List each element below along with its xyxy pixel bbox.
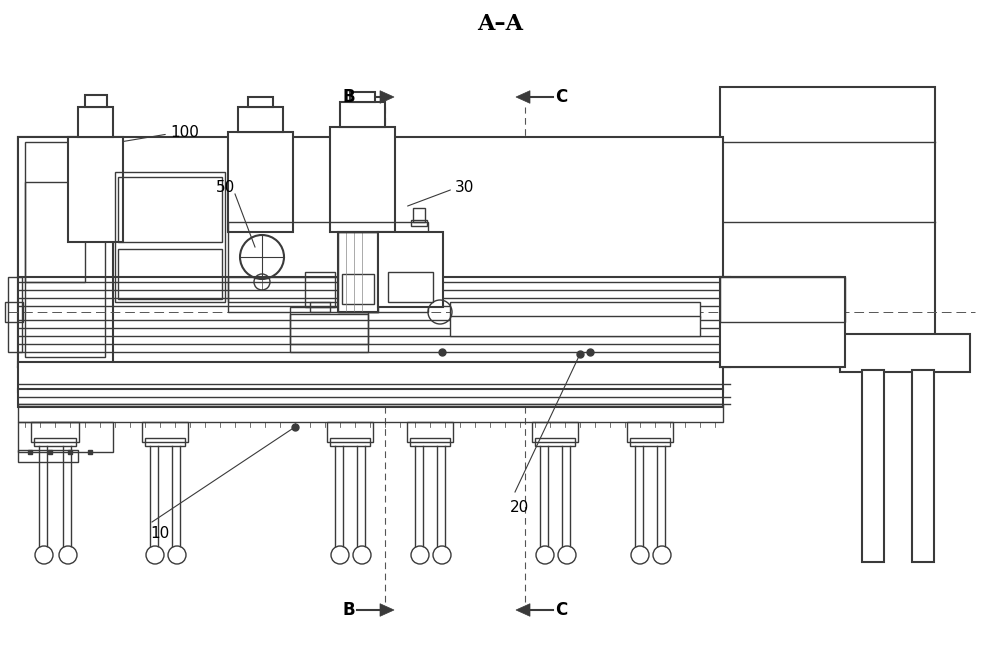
Bar	[228, 277, 428, 302]
Bar	[68, 137, 123, 242]
Bar	[290, 314, 368, 344]
Bar	[450, 302, 700, 318]
Bar	[388, 272, 433, 302]
Polygon shape	[380, 91, 394, 103]
Bar	[18, 362, 723, 392]
Bar	[350, 92, 375, 102]
Bar	[342, 274, 374, 304]
Bar	[627, 422, 673, 442]
Text: C: C	[555, 601, 567, 619]
Bar	[18, 422, 113, 452]
Bar	[85, 95, 107, 107]
Polygon shape	[516, 91, 530, 103]
Bar	[840, 334, 970, 372]
Bar	[411, 220, 427, 226]
Bar	[413, 208, 425, 222]
Bar	[407, 422, 453, 442]
Bar	[31, 422, 79, 442]
Polygon shape	[516, 604, 530, 616]
Text: 50: 50	[215, 179, 235, 195]
Bar	[18, 450, 78, 462]
Bar	[330, 438, 370, 446]
Text: 30: 30	[455, 179, 474, 195]
Bar	[378, 232, 443, 307]
Bar	[535, 438, 575, 446]
Bar	[228, 222, 428, 312]
Bar	[338, 232, 378, 312]
Bar	[290, 307, 368, 352]
Bar	[238, 107, 283, 132]
Bar	[8, 277, 22, 352]
Bar	[18, 137, 113, 367]
Text: 20: 20	[510, 500, 529, 514]
Bar	[330, 127, 395, 232]
Bar	[78, 107, 113, 137]
Bar	[228, 132, 293, 232]
Bar	[25, 142, 105, 357]
Bar	[305, 272, 335, 307]
Bar	[630, 438, 670, 446]
Bar	[18, 137, 723, 367]
Bar	[25, 182, 85, 282]
Bar	[18, 389, 723, 407]
Bar	[34, 438, 76, 446]
Bar	[5, 302, 23, 322]
Bar	[862, 370, 884, 562]
Bar	[310, 302, 330, 312]
Bar	[248, 97, 273, 107]
Text: 10: 10	[150, 526, 169, 542]
Bar	[338, 232, 378, 312]
Bar	[720, 87, 935, 337]
Text: A–A: A–A	[477, 13, 523, 35]
Text: C: C	[555, 88, 567, 106]
Bar	[327, 422, 373, 442]
Bar	[142, 422, 188, 442]
Bar	[18, 404, 723, 422]
Bar	[720, 277, 845, 367]
Bar	[410, 438, 450, 446]
Bar	[912, 370, 934, 562]
Text: B: B	[342, 601, 355, 619]
Bar	[340, 102, 385, 127]
Bar	[450, 316, 700, 336]
Bar	[532, 422, 578, 442]
Text: 100: 100	[170, 124, 199, 140]
Bar	[118, 177, 222, 242]
Bar	[118, 249, 222, 299]
Bar	[145, 438, 185, 446]
Text: B: B	[342, 88, 355, 106]
Bar	[720, 277, 845, 322]
Bar	[115, 172, 225, 302]
Polygon shape	[380, 604, 394, 616]
